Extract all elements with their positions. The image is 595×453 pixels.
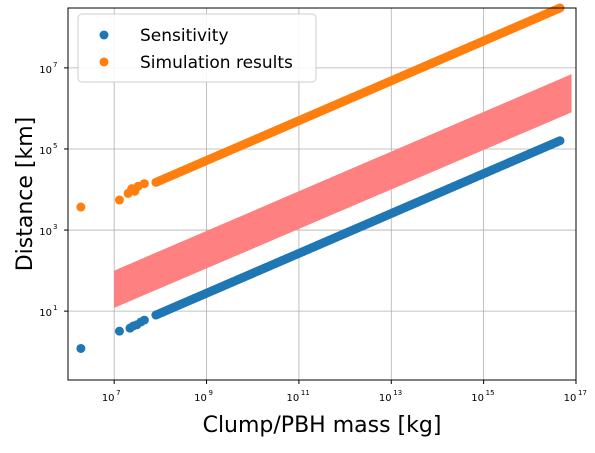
x-tick-label: 10 bbox=[379, 393, 392, 404]
data-point bbox=[139, 179, 149, 189]
x-tick-label: 10 bbox=[564, 393, 577, 404]
x-tick-exponent: 15 bbox=[486, 389, 495, 397]
x-tick-exponent: 13 bbox=[393, 389, 402, 397]
data-point bbox=[114, 195, 124, 205]
x-tick-exponent: 9 bbox=[209, 389, 213, 397]
data-point bbox=[76, 202, 86, 212]
legend-box bbox=[77, 13, 317, 83]
sensitivity-band bbox=[114, 74, 572, 308]
legend-label-simulation: Simulation results bbox=[140, 53, 293, 73]
plot-frame bbox=[67, 7, 577, 381]
series-0 bbox=[76, 136, 565, 353]
x-tick-label: 10 bbox=[194, 393, 207, 404]
x-tick-exponent: 7 bbox=[116, 389, 120, 397]
y-tick-label: 10 bbox=[39, 65, 52, 76]
y-tick-label: 10 bbox=[39, 308, 52, 319]
x-tick-label: 10 bbox=[287, 393, 300, 404]
legend-marker-simulation bbox=[99, 57, 109, 67]
x-axis-label: Clump/PBH mass [kg] bbox=[203, 413, 442, 438]
y-tick-exponent: 7 bbox=[53, 61, 57, 69]
series-layer bbox=[76, 3, 565, 353]
y-tick-exponent: 3 bbox=[53, 223, 57, 231]
data-point bbox=[139, 315, 149, 325]
x-tick-exponent: 17 bbox=[578, 389, 587, 397]
legend: Sensitivity Simulation results bbox=[77, 13, 317, 83]
sensitivity-band-area bbox=[114, 74, 572, 308]
y-tick-exponent: 1 bbox=[53, 304, 57, 312]
data-point bbox=[76, 343, 86, 353]
y-tick-exponent: 5 bbox=[53, 142, 57, 150]
legend-marker-sensitivity bbox=[99, 30, 109, 40]
x-tick-label: 10 bbox=[471, 393, 484, 404]
x-tick-exponent: 11 bbox=[301, 389, 310, 397]
y-tick-label: 10 bbox=[39, 146, 52, 157]
x-tick-label: 10 bbox=[102, 393, 115, 404]
y-tick-label: 10 bbox=[39, 227, 52, 238]
series-1 bbox=[76, 3, 565, 212]
legend-label-sensitivity: Sensitivity bbox=[140, 26, 229, 46]
data-point bbox=[555, 136, 565, 146]
y-axis-label: Distance [km] bbox=[13, 117, 38, 272]
data-point bbox=[114, 326, 124, 336]
